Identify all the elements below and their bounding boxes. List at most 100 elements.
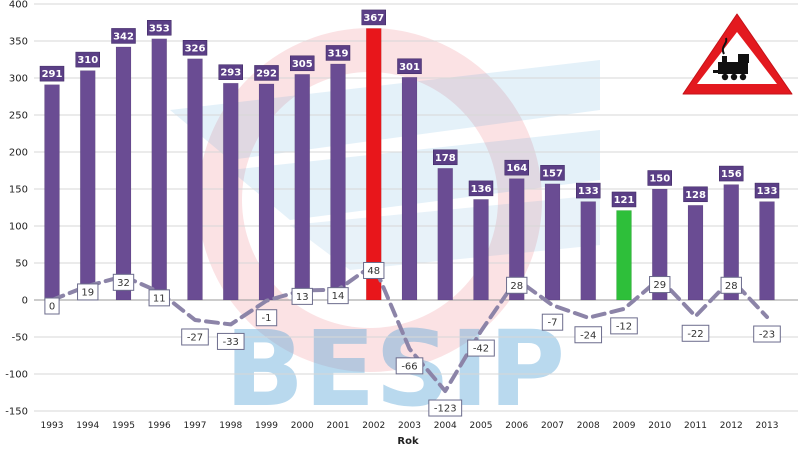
- x-tick-label: 2011: [684, 421, 707, 431]
- change-value-box: [148, 289, 170, 307]
- change-value-label: -23: [759, 330, 775, 341]
- y-tick-label: 400: [9, 0, 28, 11]
- bar-value-label: 353: [149, 23, 170, 34]
- bar-2006: [508, 178, 525, 301]
- bar-2013: [759, 201, 775, 301]
- bar-value-label: 301: [399, 62, 420, 73]
- bar-series: [44, 28, 775, 301]
- bar-value-box: [576, 182, 601, 199]
- change-value-box: [506, 276, 528, 294]
- x-tick-label: 2010: [648, 421, 671, 431]
- bar-2010: [651, 188, 668, 301]
- bar-value-label: 164: [506, 163, 527, 174]
- watermark-text: BESIP: [225, 308, 565, 430]
- bar-2008: [580, 201, 597, 301]
- x-tick-label: 2004: [434, 421, 457, 431]
- y-tick-label: 250: [9, 111, 28, 122]
- change-value-label: 28: [510, 281, 523, 292]
- bar-1995: [115, 46, 132, 301]
- change-value-label: 28: [725, 281, 738, 292]
- x-tick-label: 2006: [505, 421, 528, 431]
- change-value-box: [649, 276, 671, 294]
- change-value-box: [112, 273, 135, 291]
- change-value-label: -33: [223, 337, 239, 348]
- bar-2001: [330, 63, 346, 301]
- change-value-label: -24: [580, 330, 596, 341]
- bar-2012: [723, 184, 740, 301]
- bar-value-label: 136: [471, 184, 492, 195]
- y-tick-label: -100: [5, 370, 28, 381]
- bar-value-label: 367: [363, 13, 384, 24]
- change-value-label: 32: [117, 278, 130, 289]
- bar-value-box: [683, 186, 708, 203]
- bar-value-labels: 291 310 342 353 326 293 292 305 319 367 301 178 136 1…: [39, 9, 780, 208]
- change-value-label: -123: [434, 404, 457, 415]
- x-tick-label: 2003: [398, 421, 421, 431]
- railway-crossing-warning-icon: [682, 13, 793, 95]
- x-tick-label: 1995: [112, 421, 135, 431]
- x-axis: 1993 1994 1995 1996 1997 1998 1999 2000 2001 2002…: [41, 421, 779, 431]
- bar-1999: [258, 83, 275, 301]
- change-value-label: 13: [296, 292, 309, 303]
- bar-2003: [401, 76, 418, 301]
- change-value-box: [44, 297, 60, 315]
- change-line-series: [50, 262, 769, 394]
- bar-2004: [437, 167, 454, 301]
- change-value-box: [753, 325, 781, 343]
- change-value-label: 0: [49, 302, 55, 313]
- change-value-box: [541, 313, 564, 331]
- bar-value-box: [325, 45, 351, 61]
- bar-value-label: 293: [220, 68, 241, 79]
- bar-1997: [187, 58, 203, 301]
- change-value-box: [327, 287, 349, 305]
- bar-2009: [616, 210, 632, 301]
- bar-value-label: 319: [328, 48, 349, 59]
- change-value-label: 29: [653, 280, 666, 291]
- bar-value-label: 178: [435, 153, 456, 164]
- x-tick-label: 1993: [41, 421, 64, 431]
- bar-value-box: [182, 40, 208, 56]
- bar-1994: [79, 70, 96, 301]
- bar-value-box: [719, 165, 744, 182]
- bar-value-box: [504, 159, 529, 176]
- x-tick-label: 1996: [148, 421, 171, 431]
- bar-2005: [473, 199, 489, 301]
- change-value-label: -42: [473, 344, 489, 355]
- bar-2011: [687, 204, 704, 301]
- change-value-box: [291, 287, 313, 305]
- bar-value-box: [611, 191, 637, 208]
- change-value-box: [363, 261, 385, 279]
- bar-1998: [222, 82, 239, 301]
- bar-value-label: 326: [185, 43, 206, 54]
- x-tick-label: 1998: [219, 421, 242, 431]
- bar-value-label: 342: [113, 31, 134, 42]
- bar-value-box: [111, 28, 136, 44]
- change-value-label: -12: [616, 321, 632, 332]
- y-tick-label: 100: [9, 222, 28, 233]
- bar-1996: [151, 38, 168, 301]
- x-tick-label: 2005: [470, 421, 493, 431]
- bar-value-label: 305: [292, 59, 313, 70]
- change-value-box: [720, 276, 742, 294]
- bar-value-box: [433, 149, 458, 166]
- y-tick-label: 0: [22, 296, 28, 307]
- change-value-box: [181, 328, 209, 346]
- x-tick-label: 2007: [541, 421, 564, 431]
- y-tick-label: 200: [9, 148, 28, 159]
- bar-value-box: [254, 65, 279, 81]
- y-tick-label: 300: [9, 74, 28, 85]
- bar-value-box: [75, 51, 100, 68]
- bar-value-label: 121: [614, 195, 635, 206]
- bar-value-box: [468, 180, 494, 197]
- bar-2007: [544, 183, 561, 301]
- y-tick-label: -150: [5, 407, 28, 418]
- x-tick-label: 2013: [756, 421, 779, 431]
- change-value-box: [467, 339, 495, 357]
- y-tick-label: 350: [9, 37, 28, 48]
- bar-value-box: [754, 182, 780, 199]
- bar-value-label: 133: [757, 186, 778, 197]
- change-value-box: [610, 317, 638, 335]
- bar-value-box: [397, 58, 422, 75]
- bar-2002: [365, 28, 382, 301]
- change-value-label: 19: [81, 287, 94, 298]
